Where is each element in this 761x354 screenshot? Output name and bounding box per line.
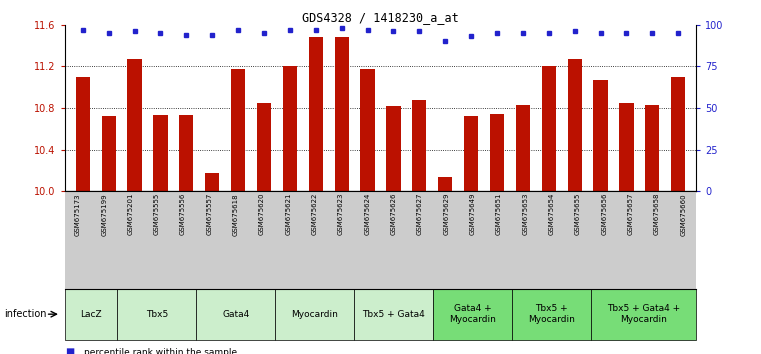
Text: GSM675654: GSM675654 bbox=[549, 193, 555, 235]
Text: GSM675657: GSM675657 bbox=[628, 193, 633, 235]
Bar bbox=[464, 116, 478, 191]
Text: GSM675649: GSM675649 bbox=[470, 193, 476, 235]
Bar bbox=[154, 115, 167, 191]
Text: GSM675653: GSM675653 bbox=[522, 193, 528, 235]
Text: Tbx5: Tbx5 bbox=[145, 310, 168, 319]
Bar bbox=[361, 69, 374, 191]
Text: GSM675201: GSM675201 bbox=[128, 193, 133, 235]
Text: GSM675557: GSM675557 bbox=[206, 193, 212, 235]
Bar bbox=[594, 80, 607, 191]
Bar bbox=[387, 106, 400, 191]
Text: GSM675622: GSM675622 bbox=[312, 193, 317, 235]
Text: Gata4: Gata4 bbox=[222, 310, 250, 319]
Text: LacZ: LacZ bbox=[80, 310, 102, 319]
Bar bbox=[180, 115, 193, 191]
Text: GSM675173: GSM675173 bbox=[75, 193, 81, 235]
Text: GSM675658: GSM675658 bbox=[654, 193, 660, 235]
Text: GSM675620: GSM675620 bbox=[259, 193, 265, 235]
Text: GSM675556: GSM675556 bbox=[180, 193, 186, 235]
Bar bbox=[490, 114, 504, 191]
Text: GSM675621: GSM675621 bbox=[285, 193, 291, 235]
Text: GSM675555: GSM675555 bbox=[154, 193, 160, 235]
Text: GSM675651: GSM675651 bbox=[496, 193, 502, 235]
Text: GSM675627: GSM675627 bbox=[417, 193, 423, 235]
Text: Tbx5 + Gata4 +
Myocardin: Tbx5 + Gata4 + Myocardin bbox=[607, 304, 680, 324]
Bar bbox=[619, 103, 634, 191]
Text: GSM675624: GSM675624 bbox=[365, 193, 371, 235]
Text: Tbx5 +
Myocardin: Tbx5 + Myocardin bbox=[528, 304, 575, 324]
Bar bbox=[645, 105, 660, 191]
Text: Tbx5 + Gata4: Tbx5 + Gata4 bbox=[362, 310, 425, 319]
Text: GSM675626: GSM675626 bbox=[390, 193, 396, 235]
Bar bbox=[205, 173, 219, 191]
Text: GSM675655: GSM675655 bbox=[575, 193, 581, 235]
Text: GSM675660: GSM675660 bbox=[680, 193, 686, 235]
Text: infection: infection bbox=[4, 309, 46, 319]
Bar bbox=[309, 37, 323, 191]
Text: GSM675629: GSM675629 bbox=[444, 193, 449, 235]
Bar bbox=[335, 37, 349, 191]
Bar bbox=[412, 99, 426, 191]
Bar bbox=[127, 59, 142, 191]
Bar bbox=[231, 69, 245, 191]
Text: GDS4328 / 1418230_a_at: GDS4328 / 1418230_a_at bbox=[302, 11, 459, 24]
Bar bbox=[516, 105, 530, 191]
Bar bbox=[568, 59, 581, 191]
Text: GSM675618: GSM675618 bbox=[233, 193, 239, 235]
Bar bbox=[101, 116, 116, 191]
Text: GSM675199: GSM675199 bbox=[101, 193, 107, 235]
Text: GSM675656: GSM675656 bbox=[601, 193, 607, 235]
Bar bbox=[75, 77, 90, 191]
Text: Gata4 +
Myocardin: Gata4 + Myocardin bbox=[449, 304, 496, 324]
Text: percentile rank within the sample: percentile rank within the sample bbox=[84, 348, 237, 354]
Text: ■: ■ bbox=[65, 347, 74, 354]
Text: GSM675623: GSM675623 bbox=[338, 193, 344, 235]
Bar bbox=[542, 66, 556, 191]
Bar bbox=[257, 103, 271, 191]
Bar bbox=[283, 66, 297, 191]
Bar bbox=[671, 77, 686, 191]
Text: Myocardin: Myocardin bbox=[291, 310, 338, 319]
Bar bbox=[438, 177, 452, 191]
